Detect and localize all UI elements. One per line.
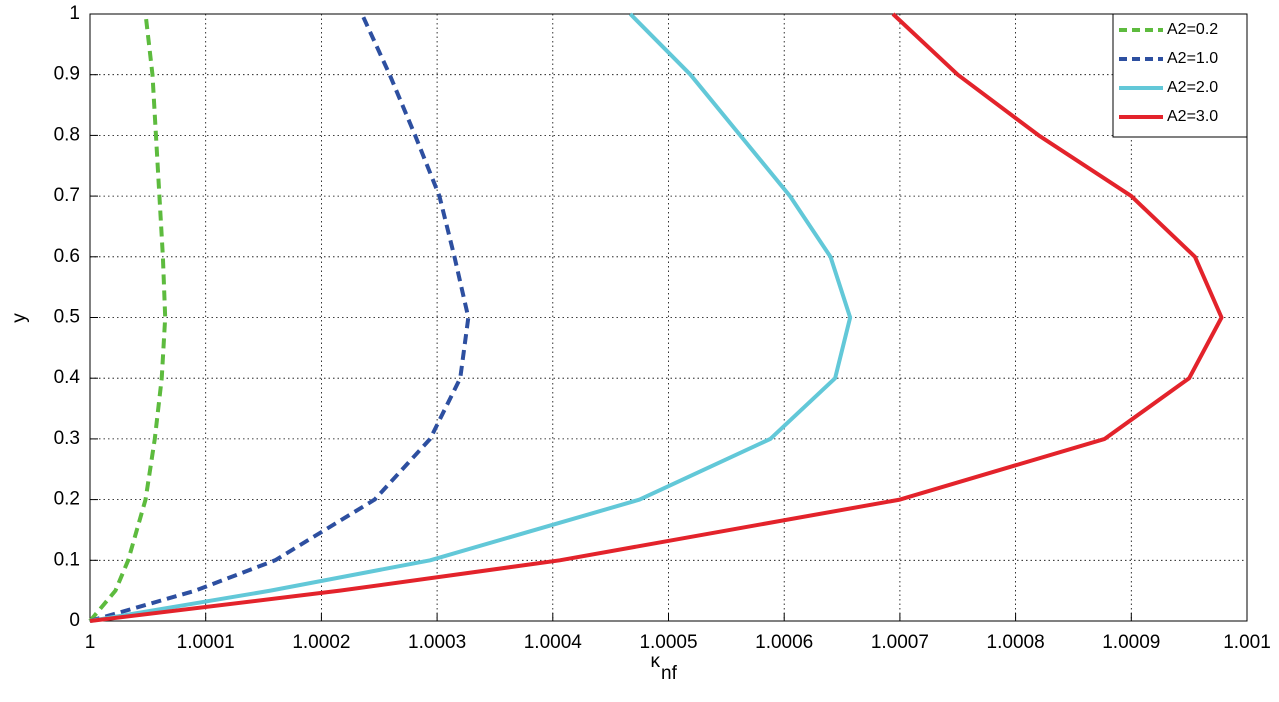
legend-label: A2=1.0 — [1167, 50, 1218, 67]
x-tick-label: 1.0001 — [177, 632, 235, 653]
y-tick-label: 0.6 — [54, 246, 80, 267]
x-axis-label-sub: nf — [661, 663, 678, 684]
line-series — [89, 12, 1224, 623]
y-tick-label: 0.2 — [54, 489, 80, 510]
x-tick-label: 1.0004 — [524, 632, 583, 653]
x-tick-label: 1.0008 — [987, 632, 1045, 653]
y-axis-label: y — [9, 313, 30, 323]
y-tick-label: 0.5 — [54, 307, 80, 328]
x-tick-label: 1.0006 — [755, 632, 813, 653]
x-tick-label: 1.0009 — [1102, 632, 1160, 653]
x-tick-label: 1.0003 — [408, 632, 466, 653]
y-tick-label: 0 — [69, 610, 80, 631]
x-tick-label: 1.0005 — [639, 632, 697, 653]
legend-label: A2=2.0 — [1167, 79, 1218, 96]
line-series — [88, 13, 168, 623]
y-tick-label: 0.4 — [54, 367, 81, 388]
line-series — [89, 12, 853, 623]
y-tick-label: 0.1 — [54, 549, 80, 570]
legend-label: A2=3.0 — [1167, 108, 1218, 125]
y-tick-label: 0.3 — [54, 428, 80, 449]
x-tick-label: 1 — [85, 632, 96, 653]
y-tick-label: 1 — [69, 3, 80, 24]
x-tick-label: 1.0007 — [871, 632, 929, 653]
y-tick-label: 0.9 — [54, 64, 80, 85]
line-series — [89, 13, 471, 623]
legend-label: A2=0.2 — [1167, 21, 1218, 38]
x-tick-label: 1.001 — [1223, 632, 1271, 653]
x-axis-label: κ — [651, 651, 661, 672]
x-tick-label: 1.0002 — [292, 632, 350, 653]
y-tick-label: 0.8 — [54, 124, 80, 145]
y-tick-label: 0.7 — [54, 185, 80, 206]
plot-frame — [89, 13, 1248, 622]
